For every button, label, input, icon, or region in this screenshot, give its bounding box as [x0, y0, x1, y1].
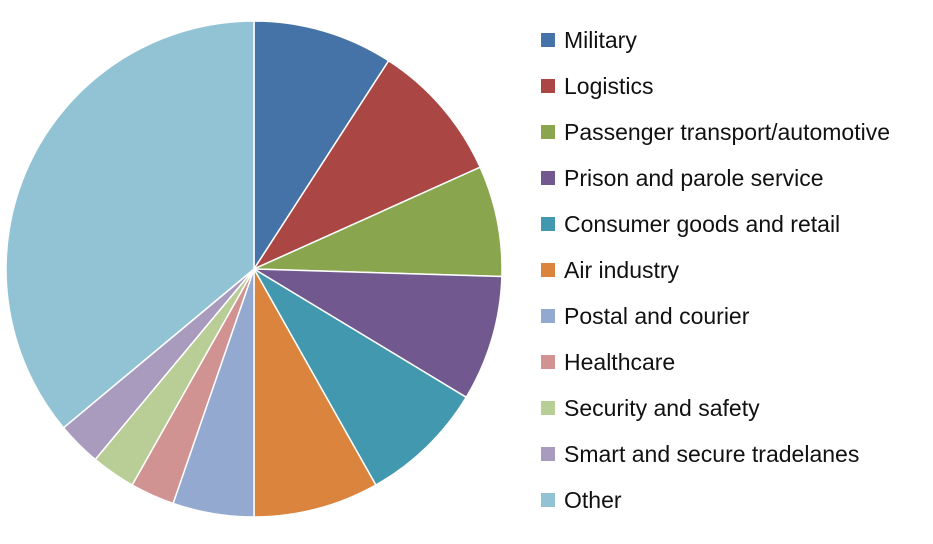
legend-label: Air industry: [564, 257, 680, 283]
pie-slices: [5, 20, 503, 518]
pie-slice-consumer-goods-and-retail: [251, 266, 468, 487]
legend-item-smart-and-secure-tradelanes: Smart and secure tradelanes: [541, 441, 859, 467]
pie-slice-other: [5, 20, 255, 429]
legend-item-postal-and-courier: Postal and courier: [541, 303, 750, 329]
legend-label: Consumer goods and retail: [564, 211, 840, 237]
legend-item-military: Military: [541, 27, 637, 53]
legend-item-passenger-transport-automotive: Passenger transport/automotive: [541, 119, 890, 145]
legend-item-healthcare: Healthcare: [541, 349, 675, 375]
legend-swatch: [541, 447, 555, 461]
legend-swatch: [541, 263, 555, 277]
pie-slice-passenger-transport-automotive: [253, 166, 503, 278]
pie-slice-military: [253, 20, 390, 272]
legend-item-other: Other: [541, 487, 622, 513]
legend-label: Security and safety: [564, 395, 760, 421]
legend-swatch: [541, 355, 555, 369]
legend-swatch: [541, 125, 555, 139]
legend-swatch: [541, 79, 555, 93]
legend-label: Passenger transport/automotive: [564, 119, 890, 145]
legend-swatch: [541, 493, 555, 507]
legend-label: Healthcare: [564, 349, 675, 375]
legend-swatch: [541, 309, 555, 323]
legend-swatch: [541, 217, 555, 231]
legend-label: Smart and secure tradelanes: [564, 441, 859, 467]
legend: Military Logistics Passenger transport/aut…: [541, 27, 890, 513]
legend-swatch: [541, 171, 555, 185]
pie-slice-air-industry: [253, 266, 377, 518]
pie-slice-logistics: [251, 59, 482, 271]
legend-label: Prison and parole service: [564, 165, 824, 191]
pie-slice-prison-and-parole-service: [251, 268, 503, 399]
legend-swatch: [541, 401, 555, 415]
legend-item-consumer-goods-and-retail: Consumer goods and retail: [541, 211, 840, 237]
legend-label: Postal and courier: [564, 303, 750, 329]
legend-item-security-and-safety: Security and safety: [541, 395, 760, 421]
legend-label: Logistics: [564, 73, 653, 99]
legend-swatch: [541, 33, 555, 47]
legend-item-prison-and-parole-service: Prison and parole service: [541, 165, 824, 191]
legend-label: Other: [564, 487, 622, 513]
legend-label: Military: [564, 27, 637, 53]
legend-item-logistics: Logistics: [541, 73, 653, 99]
legend-item-air-industry: Air industry: [541, 257, 680, 283]
